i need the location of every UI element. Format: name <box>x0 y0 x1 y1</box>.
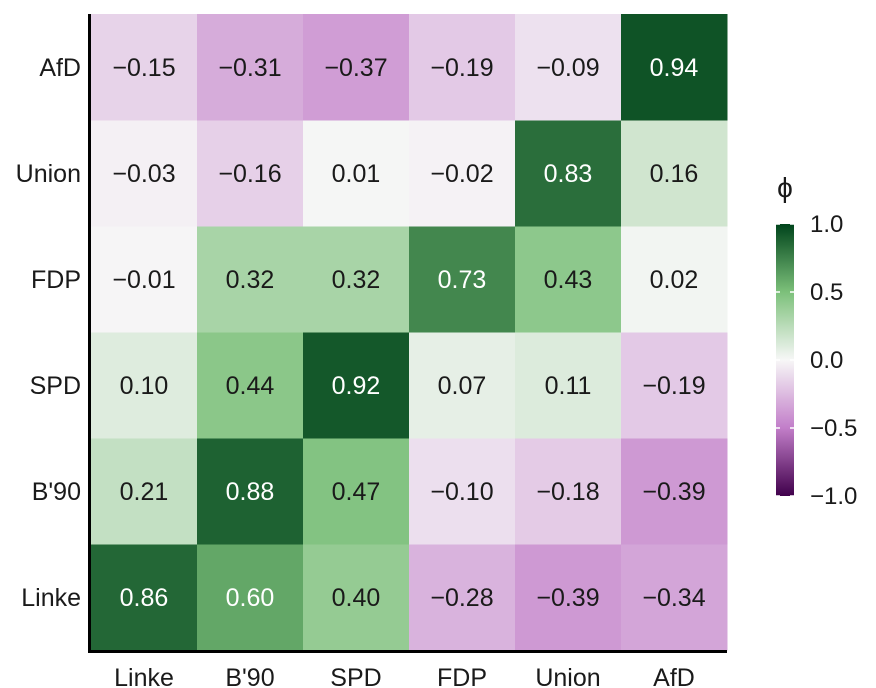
heatmap-cell-SPD-AfD <box>621 332 728 439</box>
cell-value-label: −0.31 <box>218 54 281 82</box>
heatmap-cell-Union-SPD <box>303 120 410 227</box>
cell-value-label: 0.88 <box>226 478 275 506</box>
cell-value-label: 0.43 <box>544 266 593 294</box>
cell-value-label: −0.39 <box>536 584 599 612</box>
heatmap-cell-Union-Linke <box>91 120 198 227</box>
cell-value-label: 0.11 <box>545 372 592 400</box>
cell-value-label: −0.37 <box>324 54 387 82</box>
heatmap-cell-Union-AfD <box>621 120 728 227</box>
heatmap-cell-B'90-AfD <box>621 438 728 545</box>
heatmap-cell-B'90-Linke <box>91 438 198 545</box>
cell-value-label: −0.02 <box>430 160 493 188</box>
x-tick-label: SPD <box>330 664 381 688</box>
heatmap-cell-FDP-B'90 <box>197 226 304 333</box>
heatmap-cell-SPD-Linke <box>91 332 198 439</box>
heatmap-cell-AfD-Linke <box>91 14 198 121</box>
cell-value-label: 0.44 <box>226 372 275 400</box>
heatmap-cells <box>91 14 728 651</box>
legend-tick-label: 0.5 <box>810 279 843 306</box>
cell-value-label: 0.16 <box>650 160 699 188</box>
cell-value-label: −0.16 <box>218 160 281 188</box>
cell-value-label: −0.28 <box>430 584 493 612</box>
cell-value-label: −0.18 <box>536 478 599 506</box>
cell-value-label: 0.86 <box>120 584 169 612</box>
heatmap-cell-SPD-B'90 <box>197 332 304 439</box>
cell-value-label: 0.92 <box>332 372 381 400</box>
cell-value-label: 0.10 <box>120 372 169 400</box>
cell-value-label: −0.09 <box>536 54 599 82</box>
heatmap-cell-B'90-B'90 <box>197 438 304 545</box>
cell-value-label: 0.47 <box>332 478 381 506</box>
legend-tick-label: 0.0 <box>810 347 843 374</box>
heatmap-cell-FDP-SPD <box>303 226 410 333</box>
heatmap-cell-B'90-Union <box>515 438 622 545</box>
colorbar <box>776 224 794 496</box>
heatmap-cell-AfD-SPD <box>303 14 410 121</box>
cell-value-labels: 0.86 0.60 0.40 −0.28 −0.39 −0.34 0.21 0.88 0.47 −… <box>112 54 705 612</box>
y-tick-label: FDP <box>31 266 81 294</box>
y-tick-label: Linke <box>21 584 81 612</box>
cell-value-label: −0.19 <box>642 372 705 400</box>
heatmap-cell-AfD-AfD <box>621 14 728 121</box>
color-legend: ϕ 1.0 0.5 0.0 −0.5 −1.0 <box>776 172 857 510</box>
heatmap-cell-Union-FDP <box>409 120 516 227</box>
cell-value-label: −0.39 <box>642 478 705 506</box>
cell-value-label: −0.19 <box>430 54 493 82</box>
heatmap-cell-AfD-B'90 <box>197 14 304 121</box>
heatmap-cell-FDP-FDP <box>409 226 516 333</box>
cell-value-label: 0.73 <box>438 266 487 294</box>
heatmap-cell-AfD-Union <box>515 14 622 121</box>
heatmap-cell-Linke-Linke <box>91 544 198 651</box>
axes: Linke B'90 SPD FDP Union AfD Linke B'90 SPD FDP Un… <box>16 14 727 688</box>
cell-value-label: −0.15 <box>112 54 175 82</box>
cell-value-label: −0.01 <box>112 266 175 294</box>
cell-value-label: 0.21 <box>120 478 169 506</box>
heatmap-cell-Linke-FDP <box>409 544 516 651</box>
cell-value-label: 0.94 <box>650 54 699 82</box>
heatmap-cell-SPD-FDP <box>409 332 516 439</box>
heatmap-cell-Union-Union <box>515 120 622 227</box>
x-tick-label: FDP <box>437 664 487 688</box>
heatmap-cell-SPD-SPD <box>303 332 410 439</box>
y-tick-label: B'90 <box>32 478 81 506</box>
cell-value-label: 0.32 <box>332 266 381 294</box>
heatmap-cell-B'90-SPD <box>303 438 410 545</box>
legend-tick-label: −1.0 <box>810 483 857 510</box>
x-tick-label: Linke <box>114 664 174 688</box>
x-tick-label: B'90 <box>225 664 274 688</box>
heatmap-cell-Linke-Union <box>515 544 622 651</box>
heatmap-cell-FDP-Union <box>515 226 622 333</box>
heatmap-cell-Union-B'90 <box>197 120 304 227</box>
heatmap-cell-Linke-SPD <box>303 544 410 651</box>
y-tick-label: SPD <box>30 372 81 400</box>
legend-tick-label: 1.0 <box>810 211 843 238</box>
heatmap-cell-SPD-Union <box>515 332 622 439</box>
cell-value-label: −0.10 <box>430 478 493 506</box>
cell-value-label: −0.03 <box>112 160 175 188</box>
cell-value-label: 0.02 <box>650 266 699 294</box>
cell-value-label: 0.40 <box>332 584 381 612</box>
cell-value-label: 0.07 <box>438 372 487 400</box>
legend-title: ϕ <box>777 172 793 203</box>
y-tick-label: AfD <box>39 54 81 82</box>
heatmap-cell-B'90-FDP <box>409 438 516 545</box>
y-tick-label: Union <box>16 160 81 188</box>
cell-value-label: 0.01 <box>332 160 381 188</box>
heatmap-cell-Linke-B'90 <box>197 544 304 651</box>
cell-value-label: 0.60 <box>226 584 275 612</box>
cell-value-label: −0.34 <box>642 584 705 612</box>
heatmap-cell-FDP-Linke <box>91 226 198 333</box>
heatmap-cell-AfD-FDP <box>409 14 516 121</box>
x-tick-label: Union <box>535 664 600 688</box>
x-tick-label: AfD <box>653 664 695 688</box>
heatmap-cell-Linke-AfD <box>621 544 728 651</box>
cell-value-label: 0.32 <box>226 266 275 294</box>
heatmap-cell-FDP-AfD <box>621 226 728 333</box>
cell-value-label: 0.83 <box>544 160 593 188</box>
legend-tick-label: −0.5 <box>810 415 857 442</box>
